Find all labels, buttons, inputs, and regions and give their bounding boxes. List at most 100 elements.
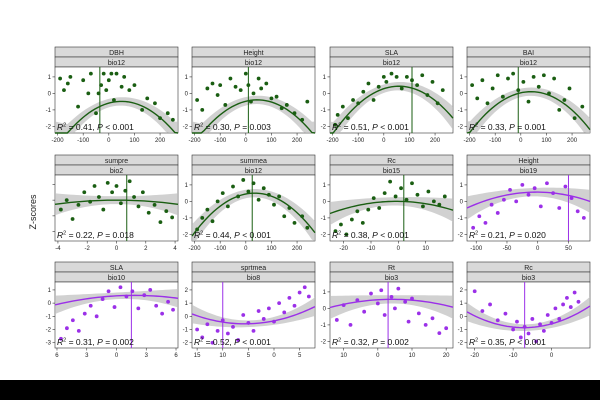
data-point: [122, 75, 127, 79]
data-point: [489, 202, 494, 207]
data-point: [292, 220, 297, 225]
data-point: [127, 88, 132, 92]
data-point: [561, 302, 565, 307]
data-point: [475, 96, 480, 101]
x-tick-label: 200: [567, 138, 578, 144]
data-point: [220, 318, 225, 323]
y-tick-label: 1: [460, 183, 464, 189]
data-point: [220, 191, 225, 196]
data-point: [508, 187, 512, 192]
data-point: [472, 289, 477, 294]
data-point: [346, 116, 350, 121]
data-point: [495, 73, 500, 78]
data-point: [119, 84, 124, 89]
data-point: [362, 309, 367, 314]
fit-curve: [466, 305, 591, 329]
data-point: [64, 198, 69, 203]
x-tick-label: -200: [189, 138, 202, 144]
fit-curve: [466, 90, 591, 134]
data-point: [483, 220, 488, 225]
y-tick-label: -2: [321, 232, 327, 238]
data-point: [160, 311, 165, 316]
data-point: [410, 78, 414, 83]
panel-5: sumpre bio2 -4 -2 0 2 4 R2 = 0.22, P = 0.018: [52, 154, 179, 252]
stats-annotation: R2 = 0.22, P = 0.018: [57, 230, 134, 240]
data-point: [526, 99, 531, 104]
data-point: [444, 326, 449, 331]
x-tick-label: 100: [266, 138, 277, 144]
fit-curve: [330, 85, 454, 134]
y-tick-label: 1: [48, 75, 52, 81]
x-tick-label: 100: [404, 138, 415, 144]
data-point: [165, 111, 170, 116]
data-point: [420, 73, 425, 78]
data-point: [195, 98, 200, 102]
data-point: [521, 79, 526, 84]
x-tick-label: 3: [85, 353, 89, 359]
data-point: [572, 290, 577, 295]
data-point: [437, 331, 442, 336]
data-point: [166, 299, 170, 304]
data-point: [266, 306, 271, 311]
panel-subtitle: bio2: [110, 168, 123, 175]
data-point: [403, 299, 408, 304]
data-point: [371, 196, 376, 201]
fit-curve: [191, 192, 316, 237]
data-point: [251, 328, 256, 333]
y-tick-label: -2: [183, 124, 189, 130]
data-point: [557, 108, 562, 112]
panel-6: summea bio12 -200 -100 0 100 200 -2 -1 0 1 R2 = 0.4…: [183, 154, 316, 252]
panel-subtitle: bio19: [520, 168, 537, 175]
data-point: [104, 88, 109, 92]
data-point: [92, 184, 97, 188]
panel-title: Rt: [388, 265, 395, 272]
data-point: [264, 81, 269, 86]
data-point: [170, 215, 175, 220]
data-point: [58, 76, 63, 81]
x-tick-label: 100: [266, 246, 277, 252]
stats-annotation: R2 = 0.44, P < 0.001: [194, 230, 271, 240]
data-point: [225, 204, 230, 209]
y-tick-label: -1: [46, 314, 52, 320]
stats-annotation: R2 = 0.33, P = 0.001: [469, 122, 546, 132]
x-tick-label: -50: [503, 246, 512, 252]
data-point: [536, 84, 541, 89]
data-point: [541, 328, 546, 333]
x-tick-label: 200: [155, 138, 166, 144]
data-point: [136, 204, 141, 209]
y-tick-label: 0: [323, 199, 327, 205]
data-point: [62, 88, 66, 92]
data-point: [379, 288, 384, 293]
data-point: [495, 318, 500, 323]
data-point: [305, 99, 310, 104]
data-point: [511, 71, 516, 76]
data-point: [136, 306, 141, 311]
data-point: [339, 222, 343, 227]
data-point: [277, 194, 282, 199]
data-point: [360, 220, 365, 225]
data-point: [470, 83, 475, 88]
data-point: [127, 179, 132, 184]
data-point: [200, 216, 205, 220]
data-point: [565, 295, 569, 300]
data-point: [210, 340, 215, 345]
x-tick-label: 0: [115, 246, 119, 252]
data-point: [355, 209, 360, 214]
x-tick-label: 10: [422, 246, 429, 252]
y-tick-label: 0: [460, 199, 464, 205]
y-tick-label: -2: [321, 339, 327, 345]
panel-title: summea: [240, 158, 267, 165]
data-point: [369, 291, 373, 296]
x-tick-label: 4: [173, 246, 177, 252]
data-point: [399, 86, 404, 91]
x-tick-label: -100: [214, 246, 227, 252]
data-point: [531, 75, 536, 79]
y-tick-label: 1: [460, 75, 464, 81]
data-point: [130, 289, 135, 294]
panel-subtitle: bio12: [245, 60, 262, 67]
fit-curve: [191, 305, 316, 325]
y-tick-label: -2: [183, 341, 189, 347]
stats-annotation: R2 = 0.38, P < 0.001: [332, 230, 409, 240]
data-point: [426, 189, 431, 194]
x-tick-label: 6: [174, 353, 178, 359]
